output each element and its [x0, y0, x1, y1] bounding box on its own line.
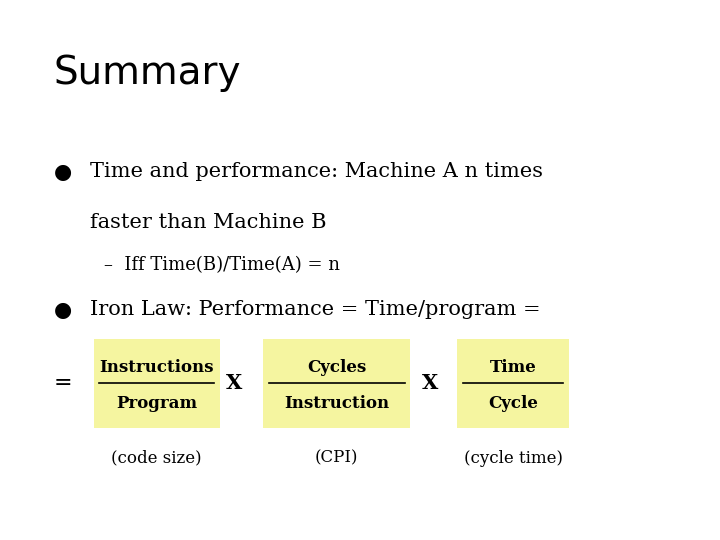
Text: (cycle time): (cycle time) — [464, 449, 562, 467]
Text: Cycles: Cycles — [307, 359, 366, 376]
Text: X: X — [423, 373, 438, 394]
FancyBboxPatch shape — [94, 339, 220, 428]
Text: (CPI): (CPI) — [315, 449, 359, 467]
Text: faster than Machine B: faster than Machine B — [90, 213, 326, 232]
Text: Iron Law: Performance = Time/program =: Iron Law: Performance = Time/program = — [90, 300, 541, 319]
Text: Program: Program — [116, 395, 197, 413]
Text: Summary: Summary — [54, 54, 241, 92]
Text: Cycle: Cycle — [488, 395, 538, 413]
Text: =: = — [54, 373, 73, 394]
Text: Time and performance: Machine A n times: Time and performance: Machine A n times — [90, 162, 543, 181]
FancyBboxPatch shape — [263, 339, 410, 428]
Text: (code size): (code size) — [112, 449, 202, 467]
Text: Time: Time — [490, 359, 536, 376]
FancyBboxPatch shape — [457, 339, 569, 428]
Text: X: X — [226, 373, 242, 394]
Text: ●: ● — [54, 300, 72, 320]
Text: Instruction: Instruction — [284, 395, 390, 413]
Text: ●: ● — [54, 162, 72, 182]
Text: Instructions: Instructions — [99, 359, 214, 376]
Text: –  Iff Time(B)/Time(A) = n: – Iff Time(B)/Time(A) = n — [104, 256, 341, 274]
